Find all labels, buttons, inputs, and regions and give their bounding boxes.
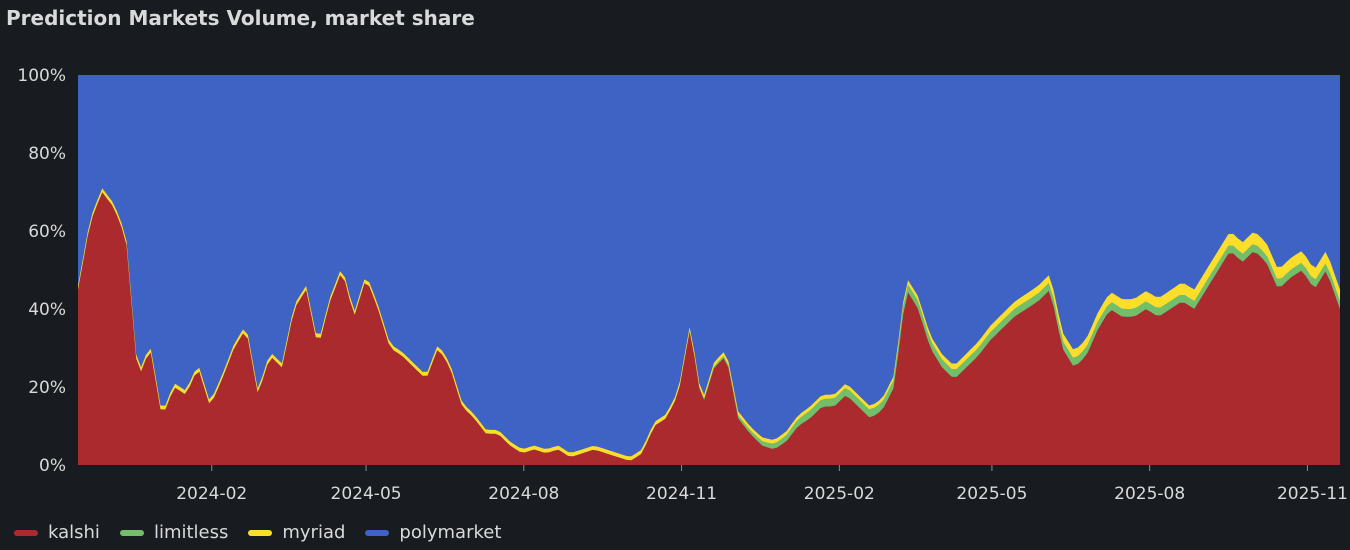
legend-label: kalshi [48, 522, 100, 543]
kalshi-area [78, 192, 1340, 466]
legend-label: limitless [153, 522, 229, 543]
y-tick-label: 0% [39, 456, 66, 476]
legend-item-polymarket[interactable]: polymarket [365, 522, 501, 543]
y-tick-label: 100% [17, 66, 66, 86]
x-tick-label: 2025-11 [1277, 484, 1348, 504]
legend-swatch [14, 529, 38, 536]
x-tick-label: 2025-05 [956, 484, 1027, 504]
legend-label: polymarket [399, 522, 502, 543]
legend-swatch [119, 529, 144, 536]
legend-item-myriad[interactable]: myriad [248, 522, 345, 543]
chart-legend: kalshi limitless myriad polymarket [14, 522, 521, 543]
x-tick-label: 2024-02 [176, 484, 247, 504]
x-tick-label: 2025-02 [804, 484, 875, 504]
x-tick-label: 2024-08 [488, 484, 559, 504]
y-tick-label: 40% [28, 300, 66, 320]
legend-item-limitless[interactable]: limitless [119, 522, 229, 543]
chart-title: Prediction Markets Volume, market share [6, 6, 475, 30]
legend-swatch [365, 529, 390, 536]
x-tick-label: 2024-05 [331, 484, 402, 504]
y-tick-label: 20% [28, 378, 66, 398]
x-tick-label: 2024-11 [646, 484, 717, 504]
x-tick-label: 2025-08 [1114, 484, 1185, 504]
legend-label: myriad [282, 522, 346, 543]
y-tick-label: 60% [28, 222, 66, 242]
legend-swatch [248, 529, 273, 536]
legend-item-kalshi[interactable]: kalshi [14, 522, 100, 543]
y-tick-label: 80% [28, 144, 66, 164]
